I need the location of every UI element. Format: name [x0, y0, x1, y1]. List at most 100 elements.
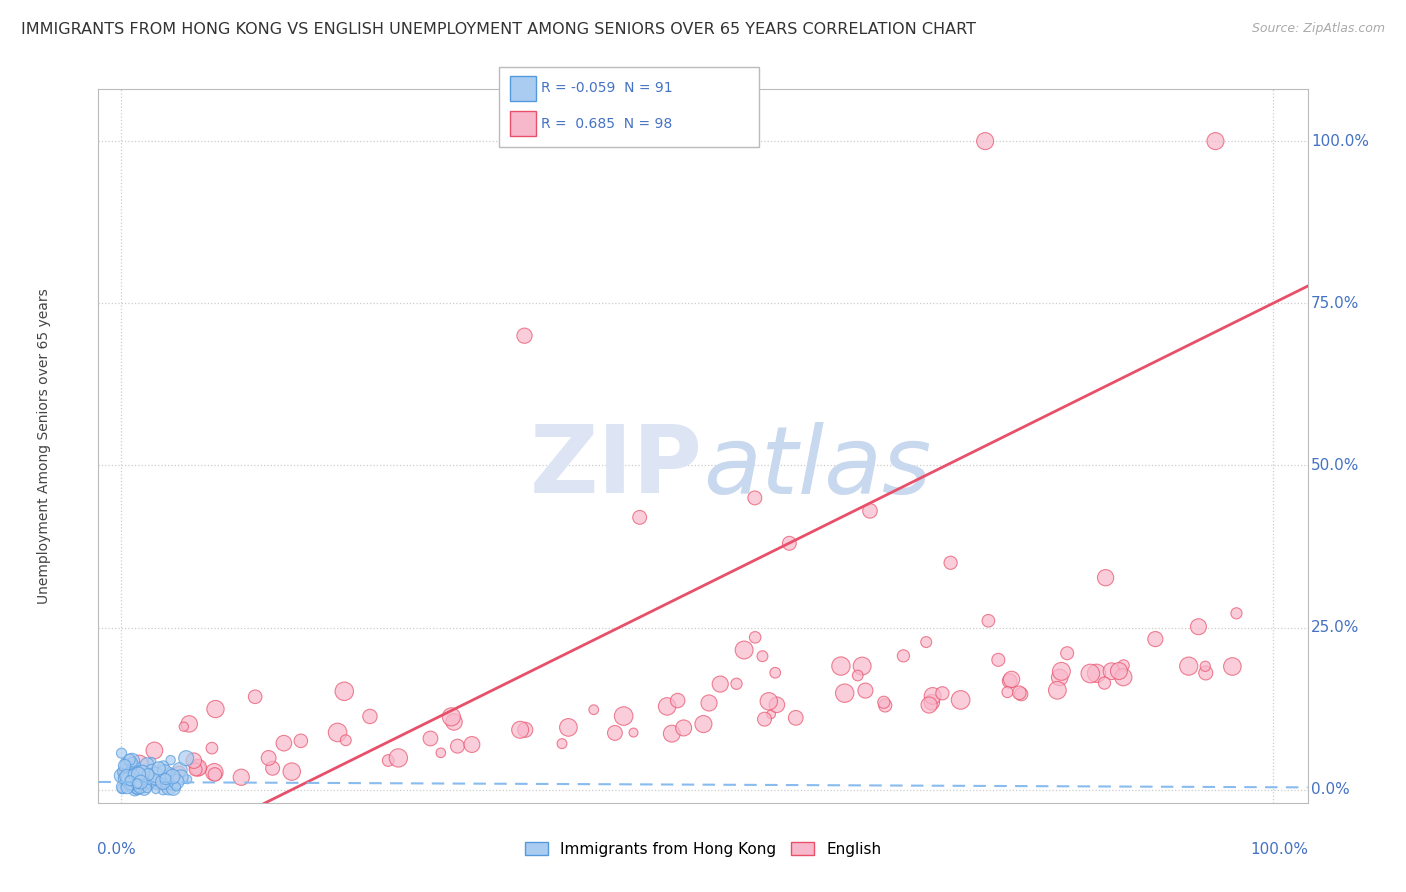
Point — [855, 683, 877, 698]
Point — [744, 631, 766, 645]
Point — [387, 751, 409, 765]
Point — [167, 765, 190, 780]
Point — [114, 774, 136, 789]
Point — [122, 772, 145, 786]
Point — [155, 775, 177, 789]
Text: IMMIGRANTS FROM HONG KONG VS ENGLISH UNEMPLOYMENT AMONG SENIORS OVER 65 YEARS CO: IMMIGRANTS FROM HONG KONG VS ENGLISH UNE… — [21, 22, 976, 37]
Point — [141, 772, 163, 787]
Point — [623, 725, 645, 739]
Point — [184, 763, 207, 777]
Point — [176, 772, 198, 787]
Point — [893, 648, 915, 663]
Point — [117, 774, 139, 789]
Point — [744, 491, 766, 505]
Point — [1225, 607, 1247, 621]
Point — [273, 736, 295, 750]
Point — [672, 721, 695, 735]
Point — [117, 773, 139, 788]
Point — [179, 717, 201, 731]
Point — [145, 771, 167, 785]
Point — [830, 659, 852, 673]
Point — [785, 711, 807, 725]
Point — [129, 775, 152, 789]
Point — [766, 698, 789, 712]
Point — [153, 764, 176, 779]
Point — [120, 773, 142, 788]
Point — [141, 764, 163, 778]
Point — [143, 743, 166, 757]
Point — [1112, 658, 1135, 673]
Point — [148, 761, 170, 775]
Point — [162, 781, 184, 796]
Point — [333, 684, 356, 698]
Point — [117, 772, 139, 786]
Point — [187, 761, 209, 775]
Point — [166, 774, 188, 789]
Point — [921, 689, 943, 703]
Point — [145, 777, 167, 791]
Point — [152, 767, 174, 781]
Point — [183, 754, 205, 768]
Point — [120, 772, 142, 787]
Point — [132, 765, 155, 780]
Point — [121, 773, 143, 788]
Point — [129, 775, 152, 789]
Point — [159, 765, 181, 780]
Point — [582, 703, 605, 717]
Point — [165, 780, 187, 794]
Point — [759, 707, 782, 722]
Point — [1112, 670, 1135, 684]
Point — [122, 767, 145, 781]
Point — [125, 778, 148, 792]
Text: 50.0%: 50.0% — [1312, 458, 1360, 473]
Point — [921, 695, 943, 709]
Point — [128, 777, 150, 791]
Point — [145, 768, 167, 782]
Point — [1094, 571, 1116, 585]
Point — [162, 778, 184, 792]
Point — [120, 767, 142, 781]
Point — [187, 761, 209, 775]
Point — [152, 782, 174, 797]
Point — [159, 772, 181, 786]
Point — [160, 777, 183, 791]
Point — [931, 686, 953, 700]
Point — [1101, 664, 1123, 678]
Point — [155, 778, 177, 792]
Point — [377, 754, 399, 768]
Text: 25.0%: 25.0% — [1312, 620, 1360, 635]
Point — [134, 781, 156, 796]
Point — [974, 134, 997, 148]
Point — [129, 780, 152, 794]
Point — [115, 780, 138, 795]
Point — [509, 723, 531, 737]
Point — [127, 780, 149, 794]
Point — [1194, 659, 1216, 673]
Point — [1195, 665, 1218, 680]
Point — [1078, 666, 1101, 681]
Point — [1085, 666, 1108, 681]
Point — [174, 751, 197, 765]
Point — [873, 695, 896, 709]
Point — [115, 765, 138, 780]
Point — [120, 778, 142, 792]
Point — [513, 328, 536, 343]
Point — [111, 780, 134, 794]
Point — [127, 776, 149, 790]
Point — [613, 709, 636, 723]
Point — [915, 635, 938, 649]
Point — [118, 763, 141, 777]
Point — [170, 770, 193, 784]
Point — [111, 781, 134, 796]
Point — [1049, 670, 1071, 684]
Point — [173, 720, 195, 734]
Point — [1187, 620, 1209, 634]
Point — [121, 761, 143, 775]
Point — [281, 764, 304, 779]
Point — [440, 710, 463, 724]
Point — [1008, 686, 1031, 700]
Point — [112, 758, 135, 772]
Point — [115, 776, 138, 790]
Point — [128, 769, 150, 783]
Point — [139, 775, 162, 789]
